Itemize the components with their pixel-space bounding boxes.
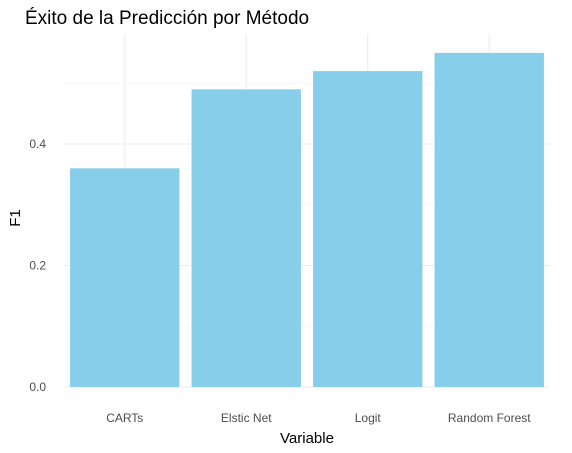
bar-carts xyxy=(70,168,180,387)
bars xyxy=(70,52,544,387)
x-tick-label: Random Forest xyxy=(448,411,531,425)
bar-elstic-net xyxy=(191,89,301,387)
y-axis-ticks: 0.0 0.2 0.4 xyxy=(29,137,46,394)
y-tick-label: 0.0 xyxy=(29,380,46,394)
x-axis-title: Variable xyxy=(280,430,334,447)
chart-title: Éxito de la Predicción por Método xyxy=(25,8,309,29)
x-tick-label: CARTs xyxy=(106,411,143,425)
y-tick-label: 0.2 xyxy=(29,259,46,273)
y-axis-title: F1 xyxy=(7,209,24,227)
x-tick-label: Logit xyxy=(355,411,382,425)
x-tick-label: Elstic Net xyxy=(221,411,272,425)
bar-logit xyxy=(313,71,423,387)
y-tick-label: 0.4 xyxy=(29,137,46,151)
bar-random-forest xyxy=(434,52,544,387)
x-axis-ticks: CARTs Elstic Net Logit Random Forest xyxy=(106,411,531,425)
